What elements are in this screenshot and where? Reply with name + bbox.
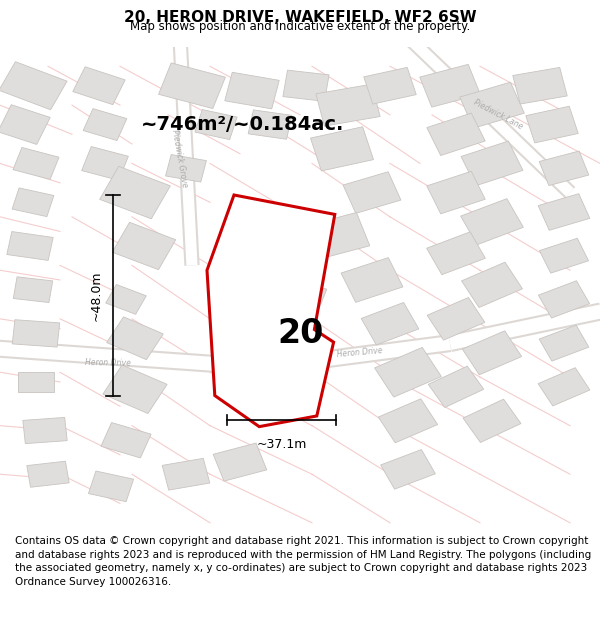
Polygon shape [207,195,335,427]
Polygon shape [0,62,67,110]
Polygon shape [310,127,374,171]
Polygon shape [249,272,327,326]
Polygon shape [538,368,590,406]
Polygon shape [82,146,128,180]
Polygon shape [316,84,380,126]
Polygon shape [526,106,578,143]
Polygon shape [225,72,279,109]
Polygon shape [158,63,226,109]
Polygon shape [88,471,134,502]
Polygon shape [420,64,480,107]
Text: 20: 20 [278,317,324,350]
Text: ~37.1m: ~37.1m [256,438,307,451]
Polygon shape [162,458,210,490]
Polygon shape [538,281,590,318]
Polygon shape [538,194,590,230]
Polygon shape [463,331,521,375]
Polygon shape [461,141,523,186]
Text: Map shows position and indicative extent of the property.: Map shows position and indicative extent… [130,20,470,32]
Polygon shape [374,348,442,397]
Polygon shape [0,105,50,144]
Polygon shape [380,449,436,489]
Polygon shape [364,68,416,104]
Polygon shape [460,82,524,128]
Polygon shape [27,461,69,488]
Polygon shape [463,399,521,442]
Text: Contains OS data © Crown copyright and database right 2021. This information is : Contains OS data © Crown copyright and d… [15,536,591,587]
Polygon shape [18,372,54,392]
Polygon shape [12,320,60,347]
Polygon shape [461,262,523,308]
Polygon shape [341,258,403,302]
Polygon shape [13,277,53,302]
Polygon shape [427,298,485,340]
Text: Heron Drive: Heron Drive [337,346,383,359]
Polygon shape [302,213,370,260]
Text: Heron Drive: Heron Drive [85,357,131,367]
Polygon shape [361,302,419,345]
Polygon shape [195,109,237,139]
Polygon shape [13,148,59,179]
Polygon shape [101,422,151,458]
Polygon shape [539,238,589,273]
Polygon shape [283,70,329,101]
Polygon shape [539,325,589,361]
Polygon shape [427,171,485,214]
Polygon shape [112,222,176,269]
Polygon shape [379,399,437,442]
Polygon shape [103,365,167,414]
Text: 20, HERON DRIVE, WAKEFIELD, WF2 6SW: 20, HERON DRIVE, WAKEFIELD, WF2 6SW [124,10,476,25]
Text: Piedwick Lane: Piedwick Lane [472,98,524,132]
Polygon shape [166,154,206,182]
Polygon shape [248,110,292,139]
Polygon shape [427,113,485,156]
Polygon shape [83,109,127,141]
Text: Piedwick Grove: Piedwick Grove [170,129,190,188]
Polygon shape [213,443,267,481]
Text: ~746m²/~0.184ac.: ~746m²/~0.184ac. [141,115,344,134]
Polygon shape [461,199,523,245]
Polygon shape [427,232,485,274]
Polygon shape [107,317,163,359]
Polygon shape [12,188,54,217]
Polygon shape [106,284,146,314]
Polygon shape [23,418,67,444]
Polygon shape [343,172,401,213]
Text: ~48.0m: ~48.0m [89,270,103,321]
Polygon shape [73,67,125,104]
Polygon shape [539,151,589,186]
Polygon shape [100,166,170,219]
Polygon shape [7,231,53,261]
Polygon shape [428,366,484,408]
Polygon shape [513,68,567,104]
